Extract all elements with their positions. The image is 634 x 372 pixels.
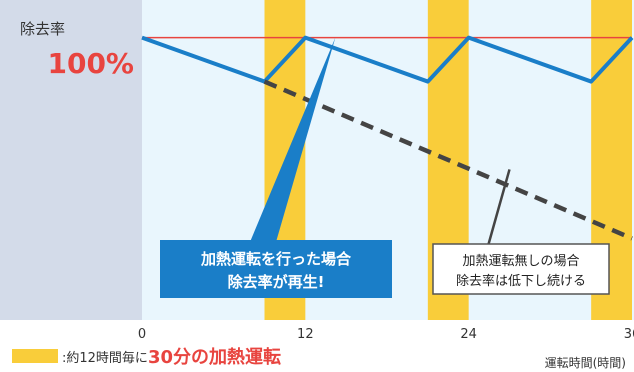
callout-heated-line-1: 除去率が再生! [228, 273, 325, 291]
callout-box-unheated [432, 243, 610, 295]
x-axis-unit-label: 運転時間(時間) [544, 356, 626, 370]
legend-swatch [12, 349, 58, 363]
legend-text-prefix: :約12時間毎に [62, 350, 148, 366]
callout-pointer-unheated [486, 169, 511, 247]
reference-100-label: 100% [47, 47, 134, 80]
callout-box-heated [160, 240, 392, 298]
callout-pointer-heated [250, 37, 336, 242]
y-axis-label: 除去率 [20, 20, 65, 38]
x-tick-24: 24 [460, 327, 477, 342]
callout-heated-line-0: 加熱運転を行った場合 [200, 250, 352, 268]
x-tick-12: 12 [297, 327, 314, 342]
legend-text-emphasis: 30分の加熱運転 [147, 347, 281, 368]
callout-unheated-line-1: 除去率は低下し続ける [456, 273, 586, 289]
y-axis-panel [0, 0, 142, 320]
x-tick-36: 36 [624, 327, 634, 342]
legend: :約12時間毎に 30分の加熱運転 [12, 346, 281, 368]
series-line-1 [263, 79, 633, 241]
x-tick-0: 0 [138, 327, 146, 342]
callout-unheated-line-0: 加熱運転無しの場合 [462, 254, 579, 269]
